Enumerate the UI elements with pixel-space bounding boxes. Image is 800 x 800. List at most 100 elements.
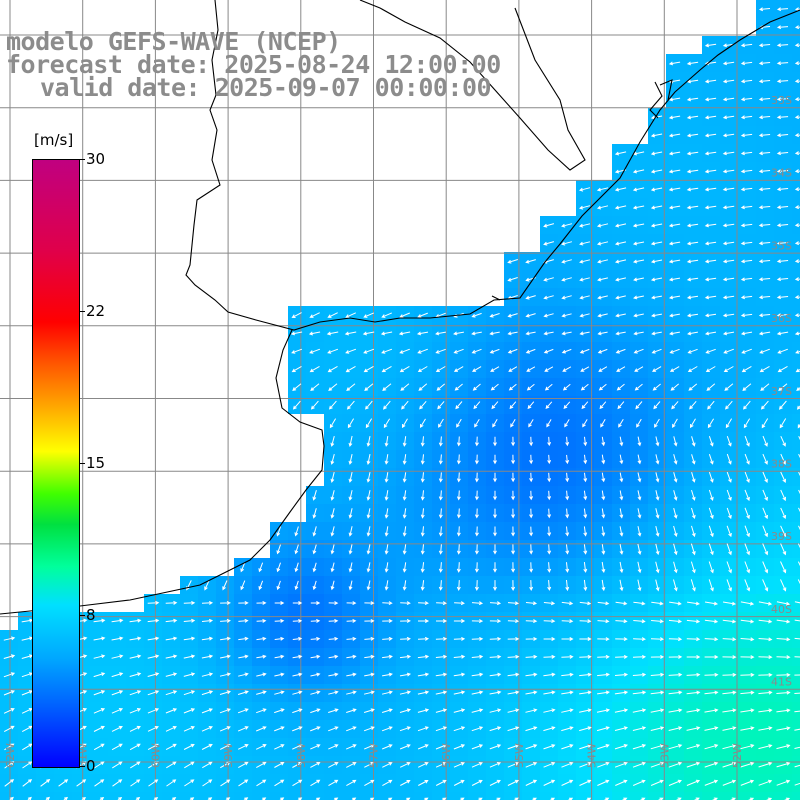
- wind-arrow: [328, 654, 339, 659]
- wind-arrow: [312, 508, 317, 519]
- wind-arrow: [291, 312, 302, 318]
- wind-arrow: [525, 348, 536, 354]
- wind-arrow: [615, 313, 626, 318]
- wind-arrow: [345, 744, 357, 750]
- wind-cell: [792, 468, 800, 486]
- wind-arrow: [165, 743, 177, 751]
- wind-arrow: [330, 453, 335, 465]
- wind-arrow: [381, 348, 393, 354]
- wind-arrow: [637, 561, 642, 574]
- wind-arrow: [762, 525, 768, 538]
- wind-arrow: [686, 97, 699, 102]
- wind-arrow: [473, 401, 481, 410]
- wind-arrow: [474, 526, 479, 537]
- wind-arrow: [597, 277, 609, 282]
- wind-arrow: [418, 619, 430, 623]
- wind-arrow: [547, 562, 552, 573]
- wind-cell: [0, 792, 18, 800]
- wind-arrow: [704, 133, 717, 138]
- wind-arrow: [526, 383, 535, 391]
- wind-arrow: [780, 471, 786, 483]
- wind-cell: [774, 792, 792, 800]
- wind-arrow: [758, 655, 773, 660]
- wind-arrow: [310, 654, 321, 659]
- wind-arrow: [456, 490, 461, 501]
- wind-arrow: [690, 561, 696, 574]
- wind-arrow: [722, 151, 735, 156]
- wind-arrow: [525, 295, 536, 300]
- wind-arrow: [723, 366, 734, 372]
- wind-arrow: [93, 618, 106, 623]
- wind-arrow: [615, 654, 628, 659]
- wind-arrow: [776, 43, 789, 48]
- wind-arrow: [597, 619, 610, 624]
- wind-arrow: [704, 779, 719, 786]
- wind-arrow: [619, 544, 624, 555]
- latitude-label: 34S: [771, 167, 792, 180]
- wind-arrow: [531, 797, 537, 800]
- wind-arrow: [797, 543, 800, 549]
- wind-arrow: [402, 472, 407, 483]
- wind-arrow: [601, 579, 606, 592]
- wind-arrow: [726, 561, 732, 574]
- wind-arrow: [794, 764, 800, 768]
- wind-arrow: [565, 490, 570, 501]
- wind-arrow: [202, 761, 213, 769]
- wind-arrow: [655, 579, 660, 592]
- wind-arrow: [637, 508, 642, 519]
- wind-arrow: [256, 672, 267, 677]
- wind-arrow: [740, 761, 755, 768]
- wind-arrow: [312, 580, 317, 591]
- wind-arrow: [382, 601, 393, 606]
- wind-arrow: [797, 579, 800, 585]
- wind-arrow: [493, 508, 497, 519]
- wind-arrow: [776, 601, 791, 606]
- wind-arrow: [614, 708, 629, 713]
- wind-arrow: [21, 708, 33, 714]
- wind-arrow: [776, 331, 789, 336]
- wind-arrow: [561, 295, 572, 300]
- wind-arrow: [507, 348, 518, 354]
- wind-arrow: [744, 435, 750, 447]
- wind-arrow: [776, 133, 789, 138]
- wind-arrow: [585, 797, 592, 800]
- wind-arrow: [596, 223, 609, 228]
- wind-arrow: [704, 726, 719, 731]
- wind-cell: [630, 792, 648, 800]
- wind-arrow: [686, 151, 699, 156]
- wind-arrow: [633, 277, 644, 282]
- wind-arrow: [366, 562, 371, 573]
- wind-arrow: [366, 508, 371, 519]
- wind-arrow: [363, 365, 374, 373]
- wind-arrow: [347, 418, 355, 429]
- wind-arrow: [597, 259, 609, 264]
- wind-arrow: [312, 544, 317, 555]
- wind-cell: [792, 504, 800, 522]
- wind-arrow: [704, 601, 719, 606]
- wind-arrow: [328, 690, 339, 695]
- wind-arrow: [668, 637, 683, 642]
- wind-arrow: [561, 654, 574, 659]
- wind-arrow: [563, 401, 571, 409]
- wind-arrow: [619, 526, 624, 537]
- wind-arrow: [579, 295, 590, 300]
- wind-arrow: [722, 205, 735, 210]
- wind-arrow: [794, 187, 800, 192]
- wind-arrow: [364, 601, 375, 606]
- wind-arrow: [345, 365, 356, 373]
- wind-arrow: [686, 79, 699, 84]
- wind-arrow: [650, 223, 663, 228]
- wind-arrow: [722, 259, 735, 264]
- wind-arrow: [777, 365, 788, 373]
- wind-arrow: [597, 779, 610, 786]
- coastline: [0, 0, 800, 615]
- wind-arrow: [744, 453, 750, 465]
- longitude-label: 54W: [586, 743, 599, 768]
- wind-arrow: [543, 779, 556, 786]
- wind-arrow: [686, 277, 699, 282]
- wind-arrow: [474, 508, 479, 519]
- wind-arrow: [220, 618, 231, 623]
- longitude-label: 55W: [513, 743, 526, 768]
- wind-cell: [558, 792, 576, 800]
